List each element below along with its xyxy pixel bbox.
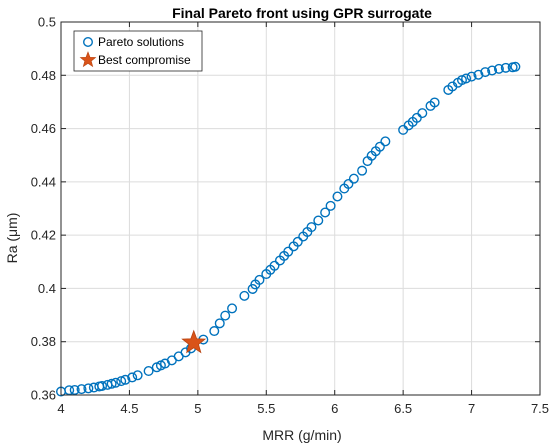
x-tick-label: 6 bbox=[331, 401, 338, 416]
pareto-point bbox=[343, 178, 354, 189]
pareto-point bbox=[429, 97, 440, 108]
pareto-point bbox=[380, 136, 391, 147]
pareto-point bbox=[120, 374, 131, 385]
y-tick-label: 0.38 bbox=[31, 334, 56, 349]
pareto-point bbox=[132, 370, 143, 381]
pareto-point bbox=[116, 376, 127, 387]
y-tick-label: 0.48 bbox=[31, 68, 56, 83]
legend: Pareto solutions Best compromise bbox=[73, 30, 203, 72]
pareto-point bbox=[500, 62, 511, 73]
x-axis-title: MRR (g/min) bbox=[262, 427, 341, 443]
y-tick-label: 0.46 bbox=[31, 121, 56, 136]
y-tick-label: 0.36 bbox=[31, 388, 56, 403]
pareto-point bbox=[97, 380, 108, 391]
x-tick-label: 5 bbox=[194, 401, 201, 416]
legend-label-pareto-solutions: Pareto solutions bbox=[98, 35, 184, 49]
pareto-point bbox=[106, 378, 117, 389]
y-tick-label: 0.42 bbox=[31, 228, 56, 243]
pareto-point bbox=[493, 63, 504, 74]
x-tick-label: 6.5 bbox=[394, 401, 412, 416]
pareto-point bbox=[220, 310, 231, 321]
pareto-point bbox=[487, 65, 498, 76]
pareto-point bbox=[214, 318, 225, 329]
best-compromise-marker bbox=[181, 329, 207, 354]
pareto-point bbox=[306, 222, 317, 233]
pareto-point bbox=[239, 290, 250, 301]
x-tick-label: 5.5 bbox=[257, 401, 275, 416]
pareto-point bbox=[313, 215, 324, 226]
pareto-point bbox=[127, 372, 138, 383]
pareto-point bbox=[480, 67, 491, 78]
pareto-point bbox=[254, 274, 265, 285]
pareto-point bbox=[374, 141, 385, 152]
pareto-point bbox=[473, 69, 484, 80]
legend-box bbox=[73, 30, 203, 72]
legend-marker-pareto-solutions bbox=[82, 37, 93, 48]
x-tick-label: 7 bbox=[468, 401, 475, 416]
legend-marker-best-compromise bbox=[79, 51, 97, 68]
pareto-point bbox=[209, 326, 220, 337]
legend-label-best-compromise: Best compromise bbox=[98, 53, 191, 67]
pareto-point bbox=[69, 384, 80, 395]
x-tick-label: 4.5 bbox=[120, 401, 138, 416]
pareto-point bbox=[510, 61, 521, 72]
pareto-point bbox=[143, 366, 154, 377]
x-tick-label: 4 bbox=[57, 401, 64, 416]
pareto-point bbox=[110, 377, 121, 388]
y-tick-label: 0.5 bbox=[38, 15, 56, 30]
x-tick-label: 7.5 bbox=[531, 401, 549, 416]
y-axis-title: Ra (μm) bbox=[4, 213, 20, 264]
pareto-point bbox=[325, 200, 336, 211]
pareto-point bbox=[227, 303, 238, 314]
pareto-point bbox=[348, 173, 359, 184]
pareto-point bbox=[76, 384, 87, 395]
pareto-point bbox=[83, 383, 94, 394]
y-tick-label: 0.4 bbox=[38, 281, 56, 296]
pareto-point bbox=[292, 236, 303, 247]
axes-box bbox=[60, 21, 541, 396]
pareto-point bbox=[466, 71, 477, 82]
pareto-point bbox=[320, 207, 331, 218]
pareto-point bbox=[357, 165, 368, 176]
chart-title: Final Pareto front using GPR surrogate bbox=[172, 5, 432, 21]
y-tick-label: 0.44 bbox=[31, 174, 56, 189]
pareto-point bbox=[269, 260, 280, 271]
pareto-point bbox=[461, 73, 472, 84]
pareto-point bbox=[283, 246, 294, 257]
pareto-point bbox=[332, 191, 343, 202]
ticks: 4 4.5 5 5.5 6 6.5 7 7.5 0.36 0.38 0.4 0.42 0.44 0.46 0… bbox=[31, 15, 549, 417]
pareto-point bbox=[417, 108, 428, 119]
